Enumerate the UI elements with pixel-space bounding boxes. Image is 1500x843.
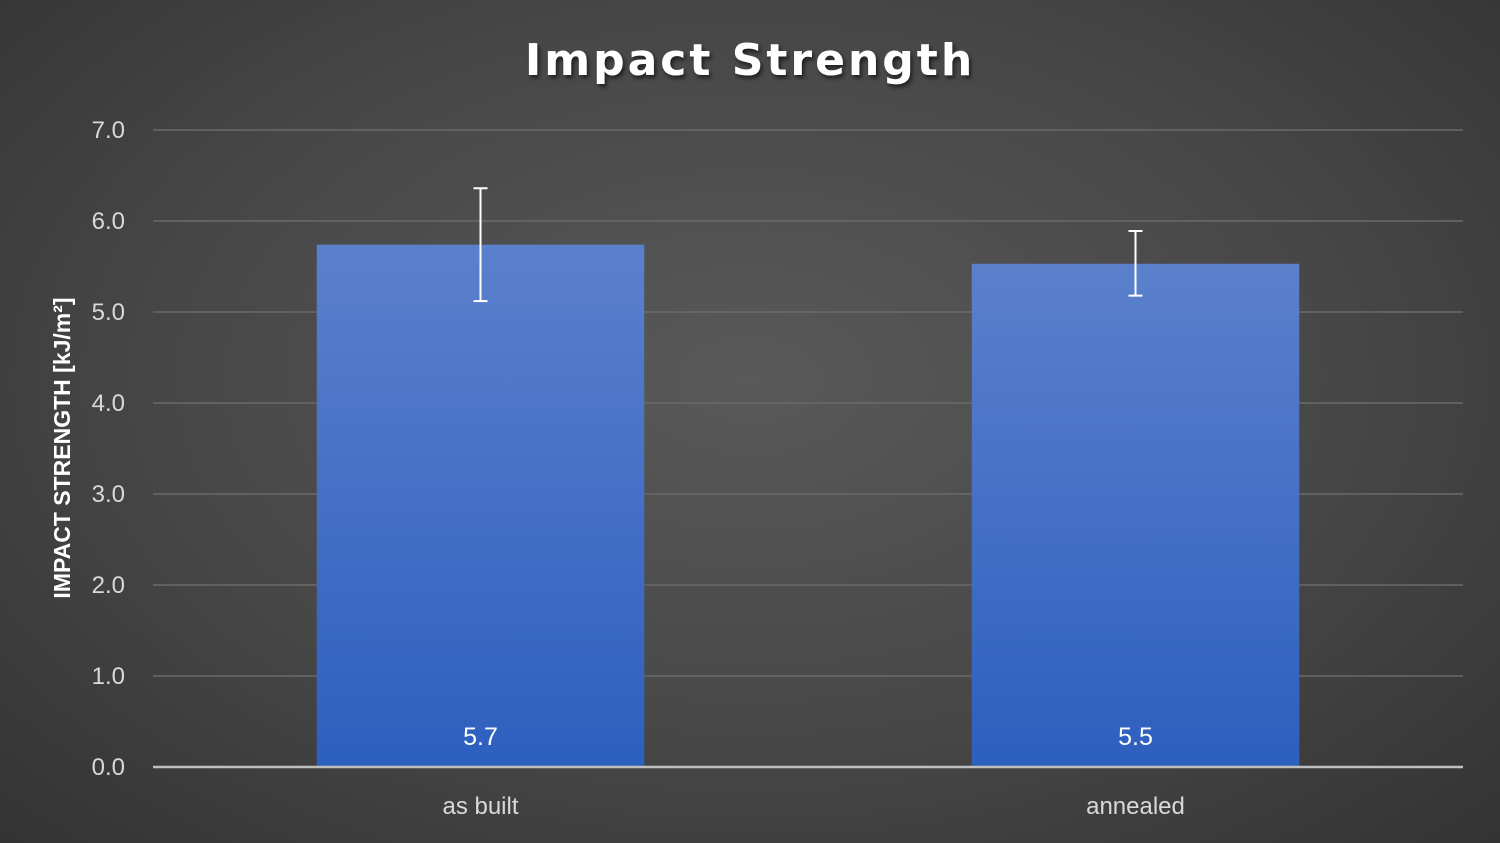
y-axis-ticks: 0.0 1.0 2.0 3.0 4.0 5.0 6.0 7.0 xyxy=(92,117,125,781)
data-label: 5.5 xyxy=(1118,723,1153,751)
y-tick-label: 6.0 xyxy=(92,208,125,235)
bar-annealed xyxy=(971,263,1300,767)
data-label: 5.7 xyxy=(463,723,498,751)
x-tick-label: as built xyxy=(442,793,518,820)
y-tick-label: 4.0 xyxy=(92,390,125,417)
error-bar xyxy=(1128,230,1143,297)
y-tick-label: 1.0 xyxy=(92,663,125,690)
error-bars xyxy=(473,187,1143,303)
error-bar xyxy=(473,187,488,303)
bar-as-built xyxy=(316,244,645,767)
x-tick-label: annealed xyxy=(1086,793,1185,820)
y-tick-label: 3.0 xyxy=(92,481,125,508)
chart-title: Impact Strength xyxy=(525,35,975,86)
y-axis-label: IMPACT STRENGTH [kJ/m²] xyxy=(49,297,75,598)
x-axis-ticks: as built annealed xyxy=(442,793,1184,820)
bars: 5.7 5.5 xyxy=(316,244,1300,767)
y-tick-label: 0.0 xyxy=(92,754,125,781)
y-tick-label: 2.0 xyxy=(92,572,125,599)
y-tick-label: 7.0 xyxy=(92,117,125,144)
y-tick-label: 5.0 xyxy=(92,299,125,326)
